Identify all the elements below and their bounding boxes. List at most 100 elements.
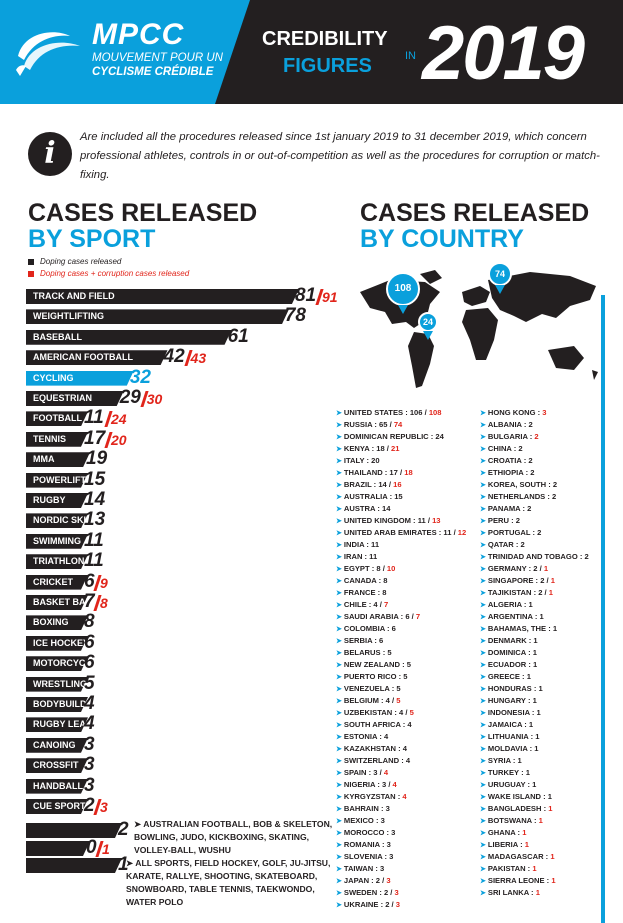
country-label: JAPAN : 2 / [343,876,387,885]
country-item: ➤ GREECE : 1 [480,671,589,683]
bar [26,595,88,610]
bar-row: CYCLING 32 [26,367,194,388]
country-title-line2: BY COUNTRY [360,225,524,253]
country-item: ➤ NETHERLANDS : 2 [480,491,589,503]
country-label: BULGARIA : [487,432,535,441]
country-value-corruption: 3 [542,408,547,417]
logo-tagline-2: CYCLISME CRÉDIBLE [92,66,214,78]
arrow-icon: ➤ [480,626,486,633]
bar-row: ICE HOCKEY 6 [26,632,148,653]
bar-row: WEIGHTLIFTING 78 [26,305,349,326]
arrow-icon: ➤ [480,494,486,501]
country-label: SLOVENIA : 3 [343,852,394,861]
arrow-icon: ➤ [480,506,486,513]
bar-row: MMA 19 [26,448,150,469]
country-label: HONDURAS : 1 [487,684,543,693]
bar [26,697,88,712]
country-label: GREECE : 1 [487,672,531,681]
country-label: EGYPT : 8 / [343,564,387,573]
arrow-icon: ➤ [480,686,486,693]
bar [26,513,88,528]
bar-row: RUGBY LEAGUE 4 [26,713,148,734]
country-item: ➤ PORTUGAL : 2 [480,527,589,539]
arrow-icon: ➤ [336,494,342,501]
country-item: ➤ BANGLADESH : 1 [480,803,589,815]
bar-label: CRICKET [33,576,73,587]
arrow-icon: ➤ [336,410,342,417]
country-item: ➤ SINGAPORE : 2 / 1 [480,575,589,587]
bar [26,841,90,856]
country-label: QATAR : 2 [487,540,525,549]
bar-value-corruption: 8 [100,595,108,611]
country-item: ➤ KAZAKHSTAN : 4 [336,743,466,755]
bar-value: 5 [84,672,95,694]
bar [26,615,88,630]
country-label: DOMINICAN REPUBLIC : 24 [343,432,444,441]
country-label: TURKEY : 1 [487,768,530,777]
country-item: ➤ BAHAMAS, THE : 1 [480,623,589,635]
bar-value: 11 [84,529,104,551]
country-item: ➤ SRI LANKA : 1 [480,887,589,899]
bar-value-corruption: 1 [102,841,110,857]
country-label: DOMINICA : 1 [487,648,537,657]
bar-row: TRACK AND FIELD 81 91 [26,285,359,306]
arrow-icon: ➤ [336,602,342,609]
country-label: SAUDI ARABIA : 6 / [343,612,416,621]
country-label: KENYA : 18 / [343,444,392,453]
bar-value: 6 [84,570,95,592]
arrow-icon: ➤ [480,746,486,753]
country-item: ➤ JAPAN : 2 / 3 [336,875,466,887]
country-label: INDIA : 11 [343,540,380,549]
arrow-icon: ➤ [480,554,486,561]
country-label: NETHERLANDS : 2 [487,492,557,501]
country-item: ➤ TURKEY : 1 [480,767,589,779]
country-label: CHILE : 4 / [343,600,384,609]
bar [26,554,88,569]
country-label: UZBEKISTAN : 4 / [343,708,410,717]
country-item: ➤ ECUADOR : 1 [480,659,589,671]
country-label: JAMAICA : 1 [487,720,534,729]
legend-swatch-red [28,271,34,277]
country-label: BELGIUM : 4 / [343,696,397,705]
country-label: MOROCCO : 3 [343,828,396,837]
country-label: HUNGARY : 1 [487,696,537,705]
country-item: ➤ THAILAND : 17 / 18 [336,467,466,479]
bar-label: TRIATHLON [33,556,85,567]
bar-row: BODYBUILDING 4 [26,693,148,714]
country-item: ➤ QATAR : 2 [480,539,589,551]
arrow-icon: ➤ [480,818,486,825]
bar-row: CROSSFIT 3 [26,754,148,775]
legend-item-corruption: Doping cases + corruption cases released [28,268,189,280]
arrow-icon: ➤ [480,782,486,789]
arrow-icon: ➤ [336,470,342,477]
arrow-icon: ➤ [336,590,342,597]
country-label: LITHUANIA : 1 [487,732,540,741]
country-title-line1: CASES RELEASED [360,199,590,227]
bar-label: BASEBALL [33,331,82,342]
bar-label: BASKET BALL [33,597,97,607]
country-item: ➤ EGYPT : 8 / 10 [336,563,466,575]
country-label: SYRIA : 1 [487,756,522,765]
arrow-icon: ➤ [480,734,486,741]
arrow-icon: ➤ [480,794,486,801]
arrow-icon: ➤ [336,698,342,705]
arrow-icon: ➤ [336,566,342,573]
bar [26,779,88,794]
bar-label: HANDBALL [33,780,83,791]
country-item: ➤ KENYA : 18 / 21 [336,443,466,455]
arrow-icon: ➤ [336,446,342,453]
country-value-corruption: 3 [394,888,399,897]
arrow-icon: ➤ [480,758,486,765]
country-label: HONG KONG : [487,408,543,417]
arrow-icon: ➤ [336,626,342,633]
bar-value-corruption: 24 [111,411,127,428]
map-marker: 24 [418,312,438,342]
country-item: ➤ CANADA : 8 [336,575,466,587]
country-label: PANAMA : 2 [487,504,532,513]
country-label: ITALY : 20 [343,456,380,465]
arrow-icon: ➤ [336,506,342,513]
country-label: TAJIKISTAN : 2 / [487,588,549,597]
map-marker-badge: 24 [418,312,438,332]
country-item: ➤ SIERRA LEONE : 1 [480,875,589,887]
country-item: ➤ PERU : 2 [480,515,589,527]
